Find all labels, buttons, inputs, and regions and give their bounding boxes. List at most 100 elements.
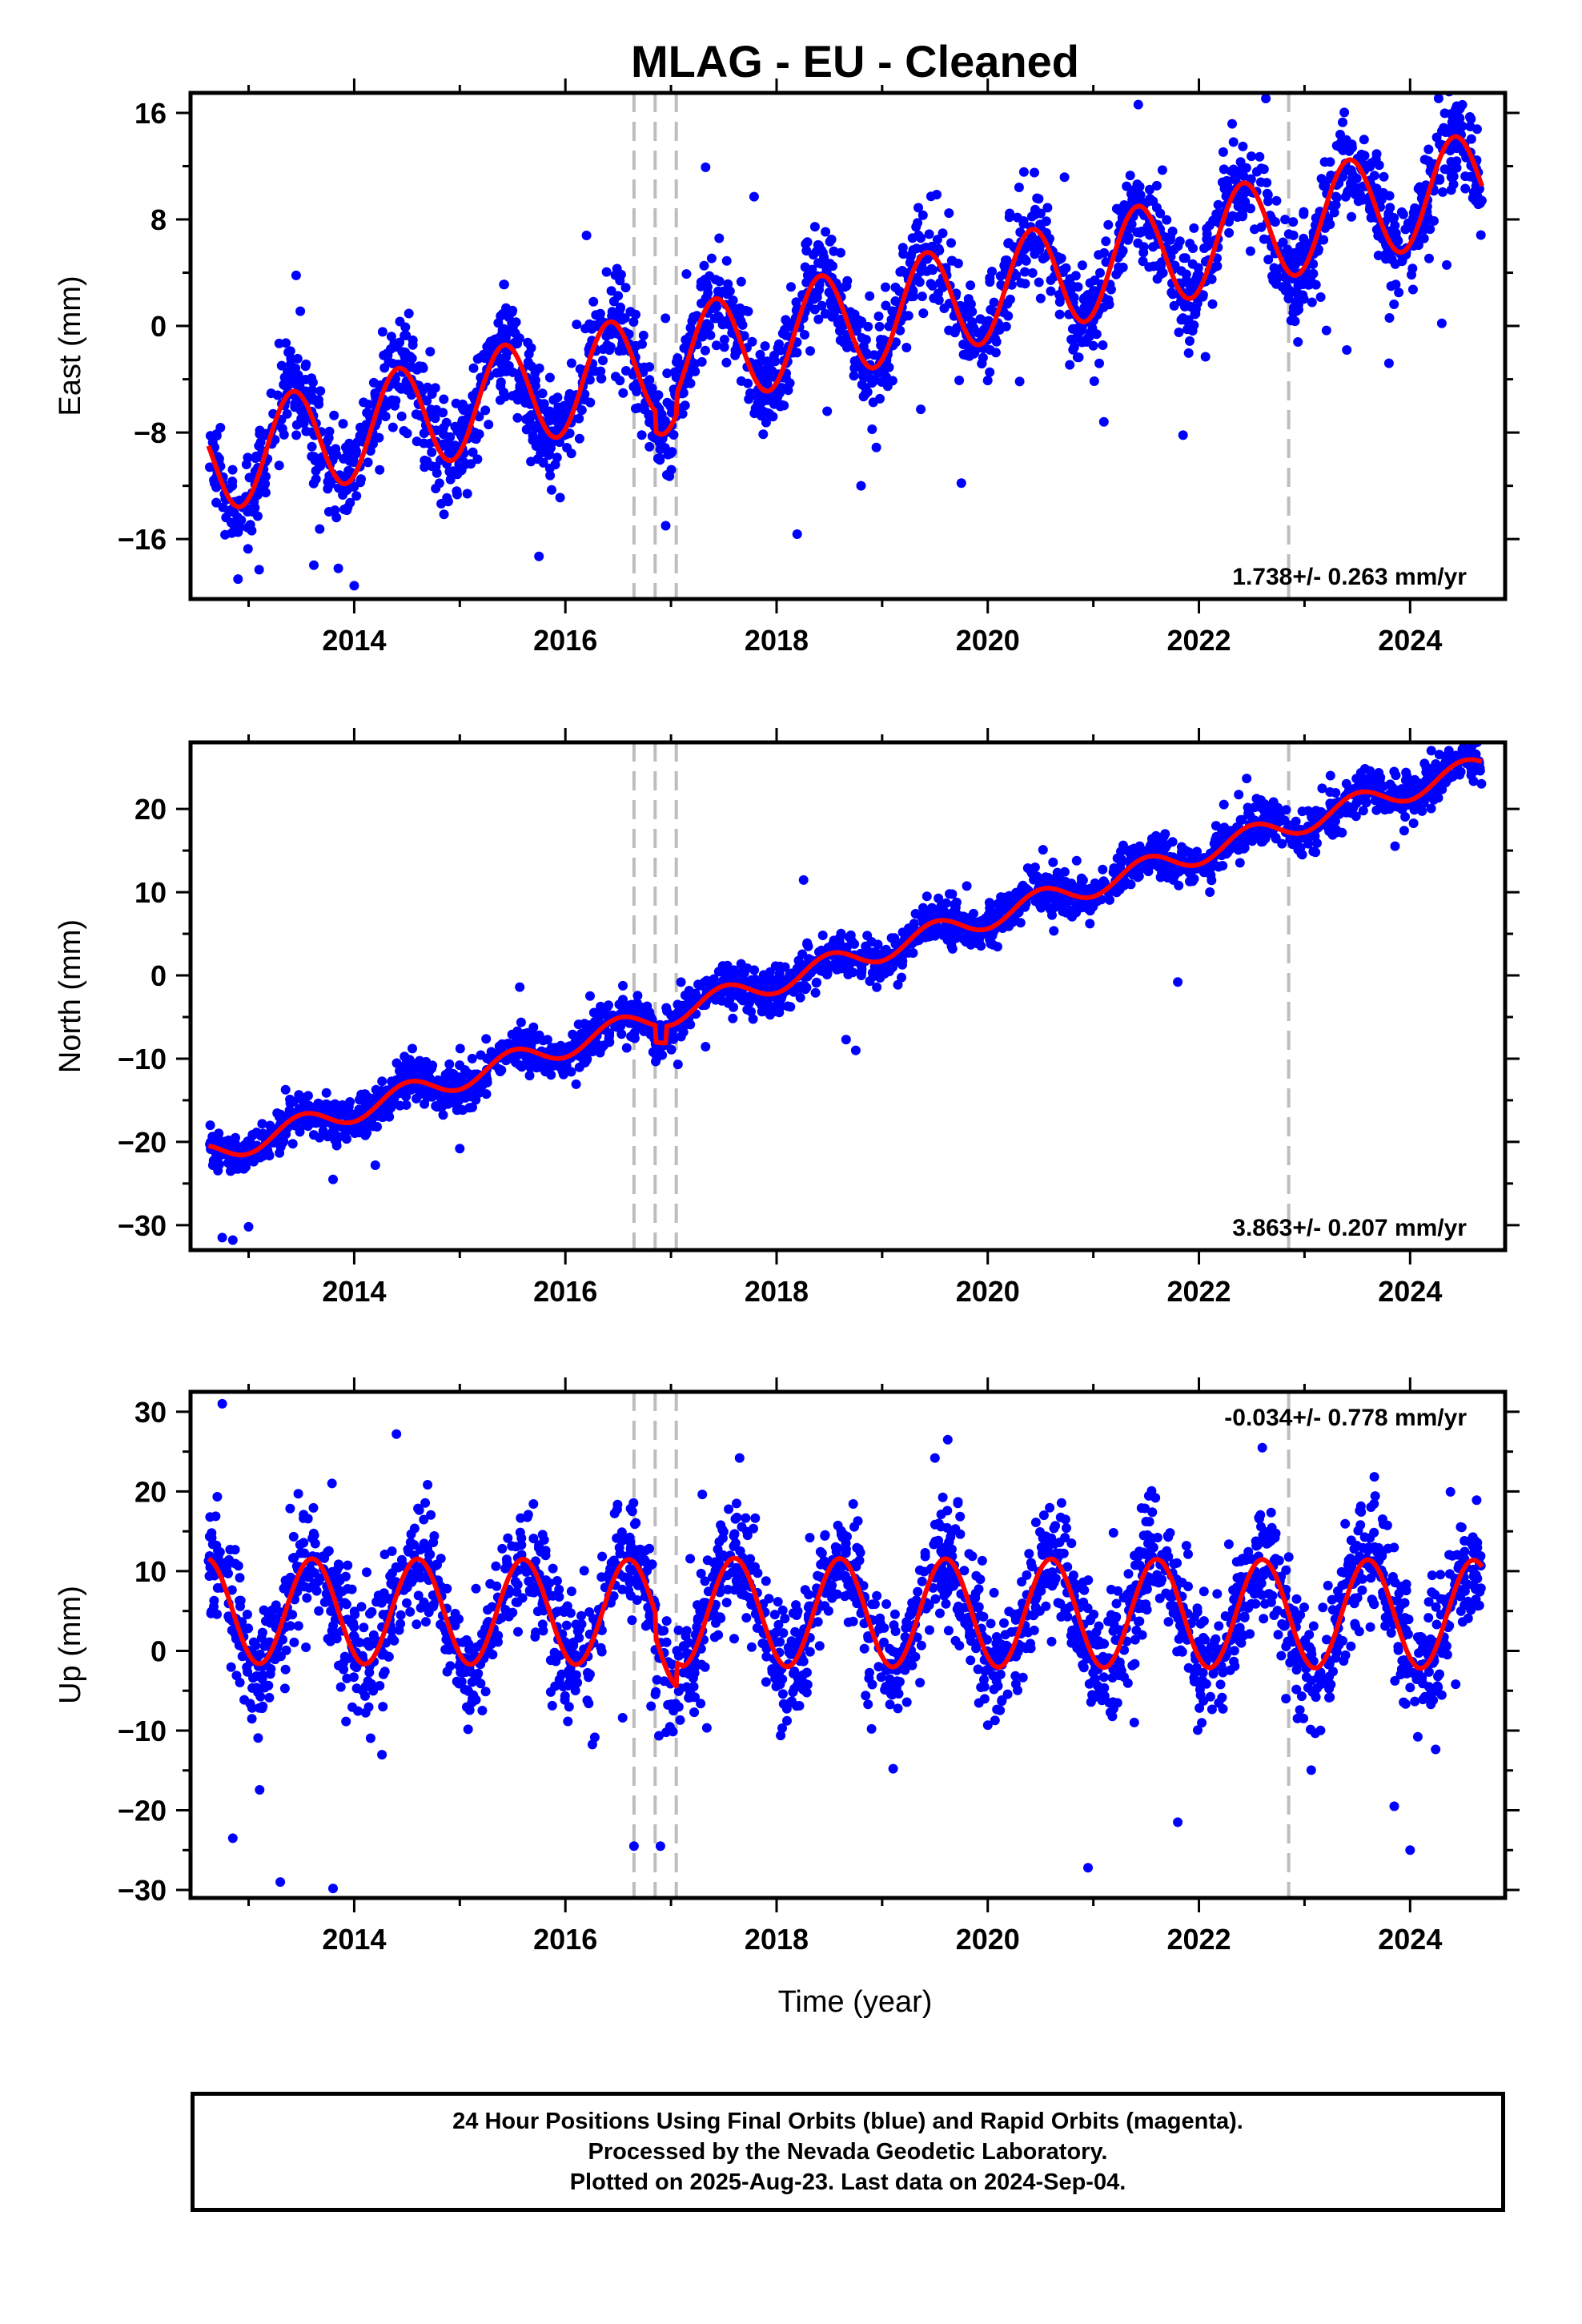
data-point — [813, 314, 824, 324]
data-point — [307, 373, 317, 384]
data-point — [947, 889, 958, 899]
data-point — [1288, 217, 1299, 227]
data-point — [729, 965, 739, 975]
data-point — [947, 911, 958, 921]
data-point — [1452, 140, 1462, 151]
data-point — [881, 300, 891, 311]
data-point — [1259, 807, 1270, 818]
data-point — [1114, 266, 1124, 276]
data-point — [1180, 277, 1191, 287]
data-point — [243, 452, 253, 463]
data-point — [555, 493, 565, 503]
data-point — [1194, 270, 1204, 280]
data-point — [1383, 358, 1394, 368]
data-point — [518, 1035, 528, 1046]
data-point — [1027, 267, 1038, 278]
data-point — [897, 927, 908, 938]
data-point — [1454, 116, 1464, 127]
data-point — [547, 485, 556, 495]
data-point — [1391, 279, 1401, 290]
data-point — [1118, 840, 1128, 850]
data-point — [552, 392, 563, 403]
data-point — [1189, 223, 1199, 233]
data-point — [862, 349, 872, 360]
data-point — [1132, 227, 1142, 237]
data-point — [1436, 318, 1447, 328]
data-point — [588, 1022, 598, 1032]
data-point — [606, 286, 616, 296]
data-point — [528, 1022, 539, 1032]
data-point — [816, 966, 826, 976]
data-point — [512, 1026, 523, 1036]
y-tick-label: 0 — [151, 310, 167, 343]
data-point — [700, 977, 709, 987]
data-point — [711, 340, 721, 351]
data-point — [227, 480, 238, 491]
data-point — [808, 250, 818, 260]
data-point — [227, 1235, 238, 1245]
data-point — [296, 413, 307, 424]
data-point — [1129, 843, 1139, 854]
data-point — [531, 1556, 540, 1566]
panel-3: 2014 2016 2018 2020 2022 20243020100−10−20−30… — [54, 1377, 1520, 1956]
data-point — [1291, 816, 1301, 826]
data-point — [1178, 430, 1188, 440]
data-point — [1003, 311, 1014, 321]
data-point — [757, 367, 768, 377]
data-point — [944, 208, 954, 219]
data-point — [1283, 229, 1294, 239]
data-point — [644, 362, 655, 372]
data-point — [1294, 304, 1303, 315]
data-point — [813, 239, 823, 250]
data-point — [1256, 222, 1267, 232]
data-point — [616, 1029, 627, 1039]
data-point — [1242, 774, 1252, 784]
data-point — [884, 321, 894, 332]
data-point — [1247, 151, 1256, 162]
y-tick-label: −10 — [118, 1043, 167, 1076]
data-point — [1281, 1565, 1291, 1575]
data-point — [1032, 193, 1042, 203]
data-point — [1238, 141, 1248, 151]
data-point — [662, 368, 673, 379]
data-point — [291, 270, 301, 280]
data-point — [419, 428, 429, 438]
data-point — [1303, 279, 1314, 290]
data-point — [636, 430, 647, 440]
data-point — [966, 280, 976, 291]
data-point — [371, 1092, 382, 1102]
data-point — [977, 359, 987, 369]
data-point — [1065, 274, 1075, 284]
data-point — [283, 348, 294, 357]
data-point — [1126, 219, 1137, 229]
data-point — [1440, 127, 1451, 137]
data-point — [1162, 215, 1172, 225]
data-point — [1209, 838, 1219, 849]
data-point — [1198, 292, 1208, 302]
data-point — [540, 1067, 551, 1077]
data-point — [230, 521, 240, 532]
data-point — [751, 976, 761, 987]
data-point — [475, 1087, 485, 1097]
data-point — [650, 393, 661, 404]
data-point — [535, 1058, 545, 1068]
data-point — [681, 335, 691, 345]
data-point — [243, 1140, 254, 1150]
data-point — [802, 938, 813, 948]
data-point — [829, 246, 839, 256]
data-point — [205, 1120, 215, 1131]
data-point — [255, 425, 265, 436]
data-point — [357, 436, 367, 446]
data-point — [699, 260, 709, 271]
data-point — [315, 386, 326, 396]
data-point — [1329, 207, 1339, 218]
data-point — [928, 265, 938, 275]
data-point — [530, 375, 540, 385]
data-point — [880, 968, 889, 979]
data-point — [550, 460, 560, 470]
data-point — [1235, 839, 1246, 850]
data-point — [994, 324, 1005, 335]
data-point — [728, 296, 738, 305]
data-point — [334, 483, 343, 493]
